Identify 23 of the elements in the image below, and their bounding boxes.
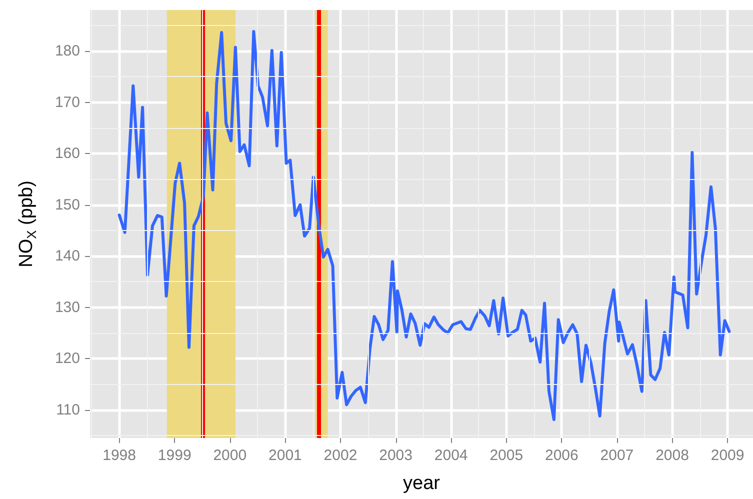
y-tick-label: 170 <box>54 94 80 111</box>
y-tick-label: 130 <box>54 298 80 316</box>
y-tick-label: 160 <box>54 145 80 162</box>
x-tick-label: 2005 <box>490 447 524 464</box>
x-tick-label: 2000 <box>213 447 247 464</box>
x-tick-label: 2009 <box>710 447 744 464</box>
y-tick-label: 140 <box>54 248 80 265</box>
y-tick-label: 110 <box>56 401 80 418</box>
y-tick-label: 120 <box>54 350 80 368</box>
x-tick-label: 1998 <box>102 447 136 464</box>
y-tick-label: 150 <box>54 196 80 214</box>
x-tick-label: 2006 <box>544 447 578 464</box>
x-tick-label: 2001 <box>268 447 302 464</box>
y-axis-title: NOX (ppb) <box>16 180 39 268</box>
x-tick-label: 1999 <box>158 447 192 464</box>
line-series <box>118 30 731 422</box>
x-axis-title: year <box>403 473 441 494</box>
x-tick-label: 2002 <box>324 447 358 464</box>
y-tick-label: 180 <box>54 42 80 60</box>
x-tick-label: 2004 <box>434 447 468 464</box>
x-tick-label: 2007 <box>600 447 634 464</box>
x-tick-label: 2008 <box>656 447 689 464</box>
x-tick-label: 2003 <box>379 447 412 464</box>
